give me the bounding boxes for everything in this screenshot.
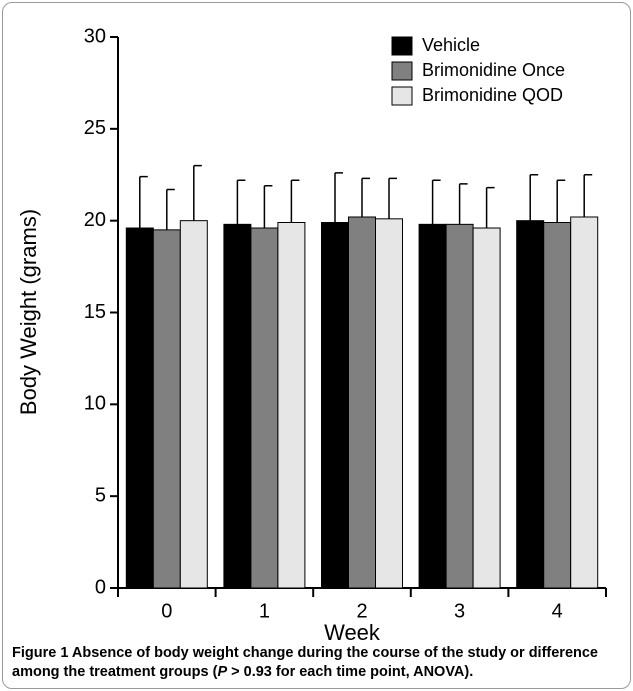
error-bar xyxy=(529,174,539,221)
error-bar xyxy=(334,172,343,223)
y-tick-label: 25 xyxy=(84,117,106,139)
legend-label: Brimonidine QOD xyxy=(422,85,563,105)
bar xyxy=(321,222,349,589)
bar xyxy=(348,216,376,589)
x-axis-label: Week xyxy=(324,620,381,640)
error-bar xyxy=(556,179,566,223)
bar xyxy=(472,227,501,589)
error-bar xyxy=(166,188,175,230)
y-tick-label: 15 xyxy=(84,301,106,323)
error-bar xyxy=(263,185,273,229)
bar xyxy=(250,227,279,589)
bar xyxy=(277,222,306,589)
error-bar xyxy=(139,175,148,229)
x-tick-label: 3 xyxy=(454,600,465,622)
error-bar xyxy=(388,177,397,219)
bar xyxy=(179,220,208,589)
x-tick-label: 1 xyxy=(259,600,270,622)
error-bar xyxy=(458,183,468,225)
legend-swatch xyxy=(391,36,413,56)
bar xyxy=(445,223,474,589)
error-bar xyxy=(361,177,370,217)
legend-label: Vehicle xyxy=(422,35,480,55)
y-axis-label: Body Weight (grams) xyxy=(16,209,41,415)
error-bar xyxy=(236,179,246,225)
bar xyxy=(516,220,545,589)
legend-label: Brimonidine Once xyxy=(422,60,565,80)
y-tick-label: 10 xyxy=(84,393,106,415)
y-tick-label: 5 xyxy=(95,484,106,506)
bar xyxy=(223,223,252,589)
error-bar xyxy=(583,174,593,217)
error-bar xyxy=(431,179,441,225)
caption-label: Figure 1 xyxy=(12,645,69,661)
bar xyxy=(418,223,447,589)
legend-swatch xyxy=(391,61,413,81)
y-tick-label: 30 xyxy=(84,25,106,47)
bar xyxy=(152,229,181,589)
x-tick-label: 2 xyxy=(356,600,367,622)
bar xyxy=(375,218,403,589)
error-bar xyxy=(193,164,202,221)
caption-text: Absence of body weight change during the… xyxy=(12,645,598,680)
y-tick-label: 20 xyxy=(84,209,106,231)
error-bar xyxy=(290,179,300,223)
bar xyxy=(543,222,572,589)
x-tick-label: 4 xyxy=(552,600,563,622)
caption-text: > 0.93 for each time point, ANOVA). xyxy=(227,664,474,680)
chart: Body Weight (grams) Week 0 5 10 15 20 25 30 0 1 2… xyxy=(16,25,607,640)
bar xyxy=(570,216,599,589)
y-tick-label: 0 xyxy=(95,576,106,598)
x-tick-label: 0 xyxy=(161,600,172,622)
caption-italic: P xyxy=(217,664,228,680)
error-bar xyxy=(485,186,495,229)
bar xyxy=(125,227,154,589)
legend-swatch xyxy=(391,86,413,106)
caption: Figure 1 Absence of body weight change d… xyxy=(12,644,622,682)
